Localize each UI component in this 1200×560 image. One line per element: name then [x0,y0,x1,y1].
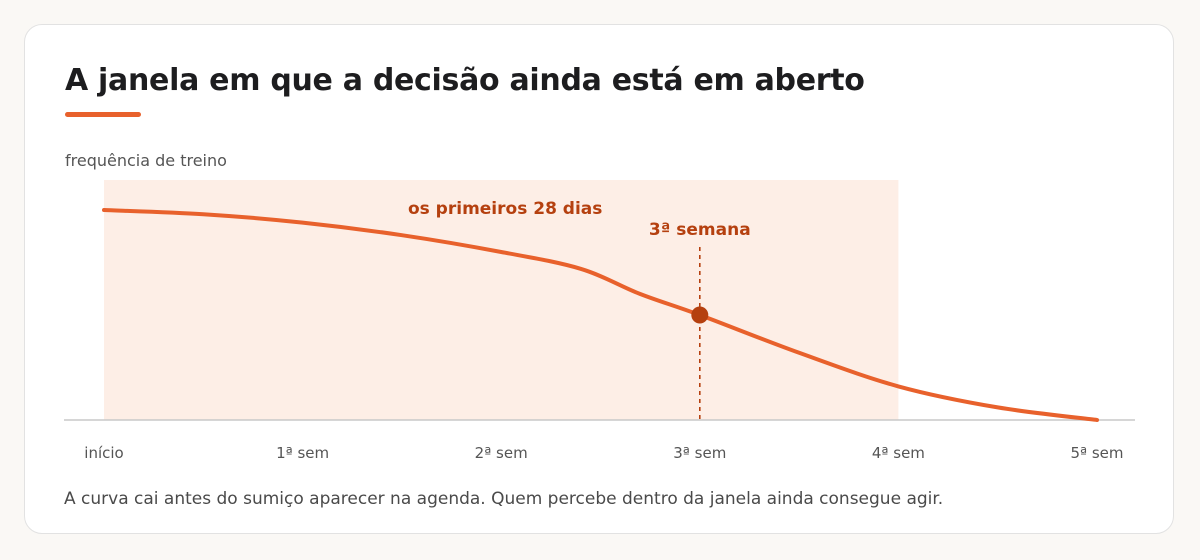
window-band [104,180,899,420]
y-axis-label: frequência de treino [65,151,227,170]
series-line [102,208,1099,422]
x-tick-label: 4ª sem [872,444,925,462]
marker-label: 3ª semana [649,220,751,240]
chart-title: A janela em que a decisão ainda está em … [65,63,865,98]
x-tick-label: 3ª sem [673,444,726,462]
window-label: os primeiros 28 dias [408,199,602,219]
x-tick-label: 5ª sem [1070,444,1123,462]
x-tick-label: 2ª sem [475,444,528,462]
x-tick-label: 1ª sem [276,444,329,462]
x-tick-label: início [84,444,123,462]
chart-caption: A curva cai antes do sumiço aparecer na … [64,489,944,509]
x-tick-labels: início 1ª sem 2ª sem 3ª sem 4ª sem 5ª sem [84,444,1123,462]
window-group: os primeiros 28 dias [104,180,899,420]
marker-point [691,306,709,324]
title-underline [65,112,141,117]
